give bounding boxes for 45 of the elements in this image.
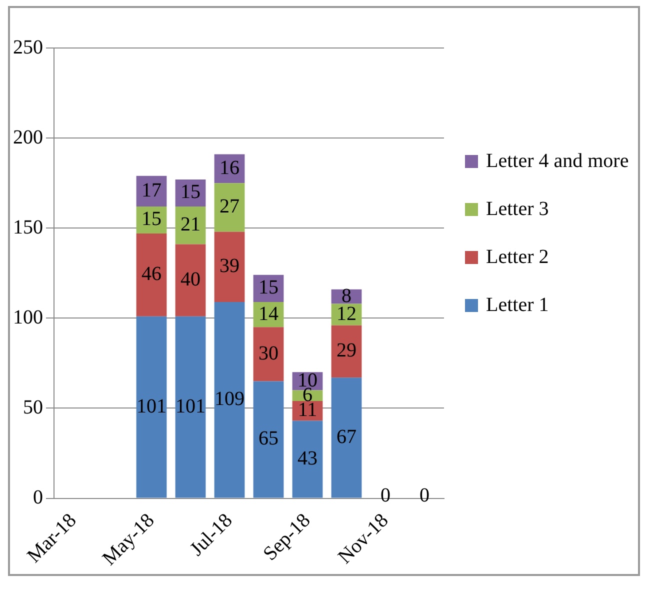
bar — [175, 206, 206, 244]
data-label: 29 — [336, 340, 356, 362]
bar — [214, 232, 245, 302]
bar — [331, 378, 362, 498]
bar — [136, 316, 167, 498]
bar — [175, 316, 206, 498]
data-label: 40 — [180, 268, 200, 291]
y-tick-label: 200 — [13, 126, 43, 148]
bar — [175, 244, 206, 316]
legend-label: Letter 2 — [486, 245, 549, 270]
y-tick-label: 250 — [13, 36, 43, 58]
data-label: 14 — [258, 302, 278, 325]
bar — [214, 183, 245, 232]
data-label: 30 — [258, 342, 278, 364]
data-label: 0 — [420, 484, 430, 507]
data-label: 15 — [142, 208, 162, 230]
data-label: 17 — [142, 179, 162, 202]
data-label: 15 — [258, 276, 278, 299]
data-label: 101 — [136, 395, 166, 418]
data-label: 109 — [214, 388, 244, 410]
data-label: 0 — [380, 484, 390, 507]
data-label: 21 — [180, 214, 200, 236]
bar — [253, 327, 284, 382]
data-label: 46 — [142, 263, 162, 286]
legend-label: Letter 1 — [486, 293, 549, 318]
data-label: 27 — [220, 196, 240, 218]
data-label: 16 — [220, 156, 240, 179]
data-label: 15 — [180, 181, 200, 204]
data-label: 101 — [176, 395, 206, 418]
data-label: 65 — [258, 428, 278, 450]
bar — [331, 325, 362, 378]
legend-label: Letter 4 and more — [486, 149, 629, 174]
legend-label: Letter 3 — [486, 197, 549, 222]
bar — [136, 176, 167, 206]
y-tick-label: 50 — [23, 396, 43, 418]
data-label: 43 — [298, 448, 318, 470]
y-tick-label: 0 — [33, 486, 43, 509]
data-label: 67 — [336, 426, 356, 448]
bar — [292, 420, 323, 498]
y-tick-label: 100 — [13, 306, 43, 328]
bar — [214, 302, 245, 498]
bar — [253, 381, 284, 498]
bar — [136, 234, 167, 316]
y-tick-label: 150 — [13, 216, 43, 238]
data-label: 39 — [220, 255, 240, 278]
